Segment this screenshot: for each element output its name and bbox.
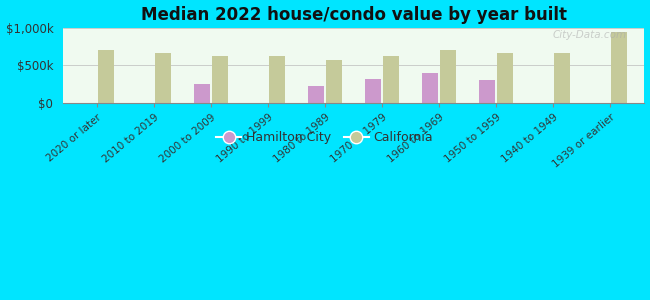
Text: City-Data.com: City-Data.com bbox=[553, 30, 627, 40]
Legend: Hamilton City, California: Hamilton City, California bbox=[211, 126, 438, 149]
Bar bbox=[98, 50, 114, 103]
Bar bbox=[155, 53, 172, 103]
Bar bbox=[326, 60, 343, 103]
Bar bbox=[479, 80, 495, 103]
Bar bbox=[612, 32, 627, 103]
Bar bbox=[269, 56, 285, 103]
Bar bbox=[308, 86, 324, 103]
Bar bbox=[194, 84, 210, 103]
Bar bbox=[497, 53, 514, 103]
Title: Median 2022 house/condo value by year built: Median 2022 house/condo value by year bu… bbox=[141, 6, 567, 24]
Bar bbox=[365, 79, 381, 103]
Bar bbox=[422, 73, 438, 103]
Bar bbox=[441, 50, 456, 103]
Bar bbox=[554, 53, 570, 103]
Bar bbox=[213, 56, 228, 103]
Bar bbox=[384, 56, 399, 103]
